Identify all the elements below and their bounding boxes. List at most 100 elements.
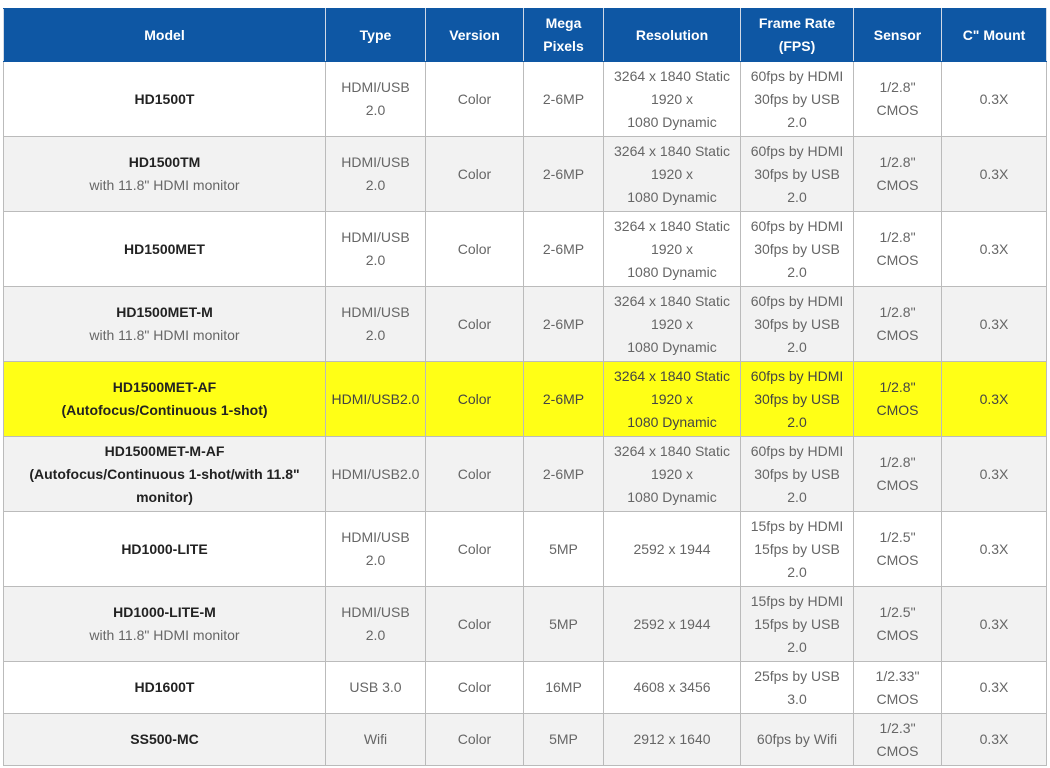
header-resolution[interactable]: Resolution (603, 8, 741, 62)
cell-model: HD1500MET-M-AF (Autofocus/Continuous 1-sh… (3, 436, 326, 512)
table-row: HD1500MET HDMI/USB 2.0 Color 2-6MP 3264 x 184… (3, 211, 1047, 287)
cell-mega-pixels: 16MP (523, 661, 604, 714)
model-name: HD1500MET-M (116, 304, 213, 320)
cell-resolution: 3264 x 1840 Static 1920 x 1080 Dynamic (603, 286, 741, 362)
cell-frame-rate-line: 15fps by HDMI (750, 592, 844, 609)
cell-resolution-line: 3264 x 1840 Static (614, 142, 730, 159)
cell-sensor-line: CMOS (876, 327, 919, 343)
cell-resolution-line: 2592 x 1944 (633, 540, 711, 557)
cell-frame-rate: 60fps by HDMI 30fps by USB 2.0 (740, 361, 854, 437)
cell-sensor: 1/2.5" CMOS (853, 586, 942, 662)
cell-sensor: 1/2.8" CMOS (853, 211, 942, 287)
table-row: HD1500MET-M-AF (Autofocus/Continuous 1-sh… (3, 436, 1047, 512)
cell-type-line: HDMI/USB (341, 304, 410, 320)
cell-resolution: 3264 x 1840 Static 1920 x 1080 Dynamic (603, 436, 741, 512)
cell-sensor-line: 1/2.33" (875, 667, 920, 684)
cell-frame-rate: 60fps by HDMI 30fps by USB 2.0 (740, 436, 854, 512)
cell-frame-rate-line: 60fps by HDMI (750, 367, 844, 384)
header-row: Model Type Version Mega Pixels Resolutio… (3, 8, 1047, 62)
cell-type: HDMI/USB 2.0 (325, 586, 426, 662)
cell-frame-rate-line: 60fps by HDMI (750, 217, 844, 234)
cell-frame-rate: 60fps by HDMI 30fps by USB 2.0 (740, 136, 854, 212)
header-type[interactable]: Type (325, 8, 426, 62)
header-c-mount[interactable]: C" Mount (941, 8, 1047, 62)
cell-frame-rate-line: 2.0 (787, 638, 807, 655)
model-name: HD1600T (134, 679, 195, 695)
cell-type-line: HDMI/USB (341, 604, 410, 620)
cell-sensor-line: 1/2.8" (879, 379, 916, 395)
cell-resolution-line: 1920 x (650, 240, 694, 257)
cell-model: HD1600T (3, 661, 326, 714)
cell-resolution: 3264 x 1840 Static 1920 x 1080 Dynamic (603, 136, 741, 212)
cell-type-line: 2.0 (365, 252, 386, 268)
cell-model: HD1500MET (3, 211, 326, 287)
header-version[interactable]: Version (425, 8, 524, 62)
cell-frame-rate-line: 25fps by USB (754, 667, 840, 684)
cell-resolution-line: 2912 x 1640 (633, 731, 711, 747)
cell-sensor: 1/2.3" CMOS (853, 713, 942, 766)
cell-frame-rate-line: 30fps by USB (754, 90, 840, 107)
cell-mega-pixels: 5MP (523, 586, 604, 662)
cell-type-line: 2.0 (365, 102, 386, 118)
table-row: HD1000-LITE-M with 11.8" HDMI monitor HDMI… (3, 586, 1047, 662)
cell-type-line: HDMI/USB2.0 (331, 390, 420, 407)
cell-resolution: 2912 x 1640 (603, 713, 741, 766)
cell-frame-rate: 15fps by HDMI 15fps by USB 2.0 (740, 511, 854, 587)
table-row: HD1000-LITE HDMI/USB 2.0 Color 5MP 2592 x 194… (3, 511, 1047, 587)
cell-sensor-line: 1/2.8" (879, 454, 916, 470)
cell-frame-rate-line: 60fps by HDMI (750, 442, 844, 459)
cell-model: HD1500MET-AF (Autofocus/Continuous 1-shot… (3, 361, 326, 437)
cell-mega-pixels: 2-6MP (523, 211, 604, 287)
cell-type-line: HDMI/USB2.0 (331, 465, 420, 482)
cell-sensor-line: 1/2.8" (879, 304, 916, 320)
cell-sensor-line: 1/2.5" (879, 604, 916, 620)
model-name: SS500-MC (130, 731, 199, 747)
header-mega-pixels[interactable]: Mega Pixels (523, 8, 604, 62)
cell-version: Color (425, 286, 524, 362)
cell-mega-pixels: 2-6MP (523, 361, 604, 437)
table-body: HD1500T HDMI/USB 2.0 Color 2-6MP 3264 x 1840 … (3, 61, 1047, 766)
model-name: HD1500MET-AF (112, 379, 217, 395)
cell-type: Wifi (325, 713, 426, 766)
cell-frame-rate-line: 2.0 (787, 488, 807, 505)
cell-resolution-line: 1920 x (650, 315, 694, 332)
header-frame-rate-line-2: (FPS) (778, 38, 816, 54)
header-frame-rate[interactable]: Frame Rate (FPS) (740, 8, 854, 62)
cell-frame-rate: 15fps by HDMI 15fps by USB 2.0 (740, 586, 854, 662)
cell-frame-rate-line: 60fps by HDMI (750, 142, 844, 159)
cell-c-mount: 0.3X (941, 361, 1047, 437)
cell-sensor-line: 1/2.5" (879, 529, 916, 545)
model-name: HD1000-LITE-M (113, 604, 216, 620)
model-name: HD1000-LITE (121, 540, 208, 557)
cell-type: HDMI/USB2.0 (325, 361, 426, 437)
cell-sensor-line: CMOS (876, 627, 919, 643)
header-sensor[interactable]: Sensor (853, 8, 942, 62)
cell-resolution-line: 1080 Dynamic (627, 263, 717, 280)
cell-sensor: 1/2.8" CMOS (853, 361, 942, 437)
model-subtitle: (Autofocus/Continuous 1-shot/with 11.8" … (29, 465, 300, 505)
cell-type-line: 2.0 (365, 627, 386, 643)
cell-version: Color (425, 586, 524, 662)
cell-sensor-line: CMOS (876, 177, 919, 193)
cell-sensor: 1/2.8" CMOS (853, 61, 942, 137)
cell-sensor-line: CMOS (876, 742, 919, 759)
header-model[interactable]: Model (3, 8, 326, 62)
cell-frame-rate-line: 2.0 (787, 263, 807, 280)
cell-mega-pixels: 5MP (523, 713, 604, 766)
table-row: HD1500MET-M with 11.8" HDMI monitor HDMI/U… (3, 286, 1047, 362)
cell-sensor-line: 1/2.8" (879, 154, 916, 170)
cell-version: Color (425, 361, 524, 437)
cell-sensor: 1/2.8" CMOS (853, 436, 942, 512)
header-frame-rate-line-1: Frame Rate (758, 15, 836, 31)
cell-mega-pixels: 2-6MP (523, 286, 604, 362)
cell-version: Color (425, 436, 524, 512)
cell-frame-rate: 60fps by Wifi (740, 713, 854, 766)
cell-c-mount: 0.3X (941, 61, 1047, 137)
cell-mega-pixels: 2-6MP (523, 136, 604, 212)
cell-type: HDMI/USB2.0 (325, 436, 426, 512)
cell-sensor-line: 1/2.8" (879, 79, 916, 95)
cell-sensor: 1/2.8" CMOS (853, 286, 942, 362)
cell-model: HD1500TM with 11.8" HDMI monitor (3, 136, 326, 212)
cell-type: USB 3.0 (325, 661, 426, 714)
cell-type-line: HDMI/USB (341, 79, 410, 95)
